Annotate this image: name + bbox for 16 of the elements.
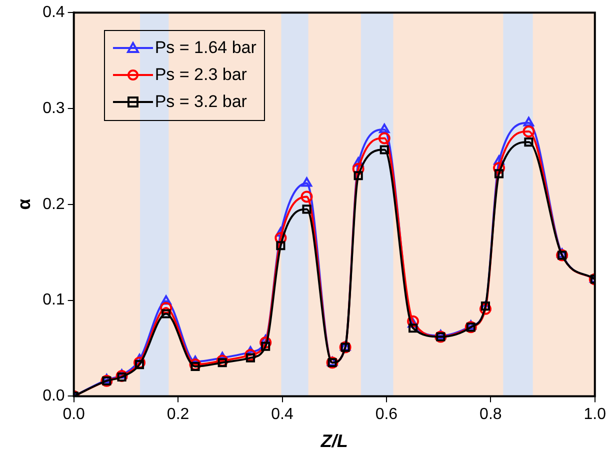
x-tick-label: 0.2 [166, 406, 190, 424]
legend-label: Ps = 3.2 bar [154, 92, 247, 112]
x-tick-label: 0.0 [62, 406, 86, 424]
legend-label: Ps = 1.64 bar [154, 38, 256, 58]
x-axis-title: Z/L [320, 431, 348, 452]
y-axis-title: α [14, 198, 34, 210]
x-tick-label: 1.0 [584, 406, 606, 424]
y-tick-label: 0.0 [42, 388, 65, 405]
x-tick-label: 0.4 [271, 406, 294, 424]
y-tick-label: 0.4 [42, 4, 65, 22]
y-tick-label: 0.2 [42, 196, 65, 213]
y-tick-label: 0.1 [42, 292, 65, 309]
legend-label: Ps = 2.3 bar [154, 65, 247, 86]
x-tick-label: 0.8 [480, 406, 502, 424]
y-tick-label: 0.3 [42, 100, 65, 117]
x-tick-label: 0.6 [375, 406, 398, 424]
